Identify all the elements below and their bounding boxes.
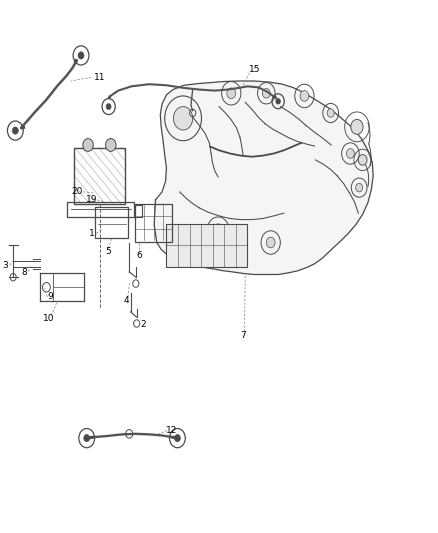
Text: 8: 8 (21, 269, 27, 277)
Text: 5: 5 (106, 247, 112, 256)
Text: 4: 4 (124, 296, 129, 304)
Circle shape (78, 52, 84, 59)
Circle shape (106, 139, 116, 151)
Circle shape (346, 149, 354, 158)
Text: 10: 10 (43, 314, 55, 323)
Circle shape (12, 127, 18, 134)
Text: 19: 19 (86, 196, 98, 204)
Bar (135, 204, 172, 242)
Circle shape (351, 119, 363, 134)
Text: 6: 6 (136, 252, 142, 260)
Text: 20: 20 (71, 188, 82, 196)
Bar (74, 148, 125, 204)
Circle shape (276, 99, 280, 104)
Circle shape (174, 434, 180, 442)
Circle shape (83, 139, 93, 151)
Text: 9: 9 (47, 293, 53, 301)
Bar (95, 207, 128, 238)
Circle shape (173, 107, 193, 130)
Polygon shape (154, 81, 373, 274)
Circle shape (262, 88, 270, 98)
Circle shape (213, 224, 223, 237)
Bar (67, 202, 134, 217)
Circle shape (266, 237, 275, 248)
Text: 11: 11 (94, 73, 105, 82)
Text: 12: 12 (166, 426, 177, 435)
Circle shape (227, 88, 236, 99)
Circle shape (327, 109, 334, 117)
Text: 2: 2 (141, 320, 146, 328)
Circle shape (84, 434, 90, 442)
Circle shape (300, 91, 309, 101)
Circle shape (106, 103, 111, 110)
Text: 15: 15 (249, 65, 261, 74)
Circle shape (358, 155, 367, 165)
Circle shape (356, 183, 363, 192)
Text: 1: 1 (89, 229, 95, 238)
Bar (166, 224, 247, 266)
Text: 7: 7 (240, 332, 247, 340)
Text: 3: 3 (2, 261, 8, 270)
